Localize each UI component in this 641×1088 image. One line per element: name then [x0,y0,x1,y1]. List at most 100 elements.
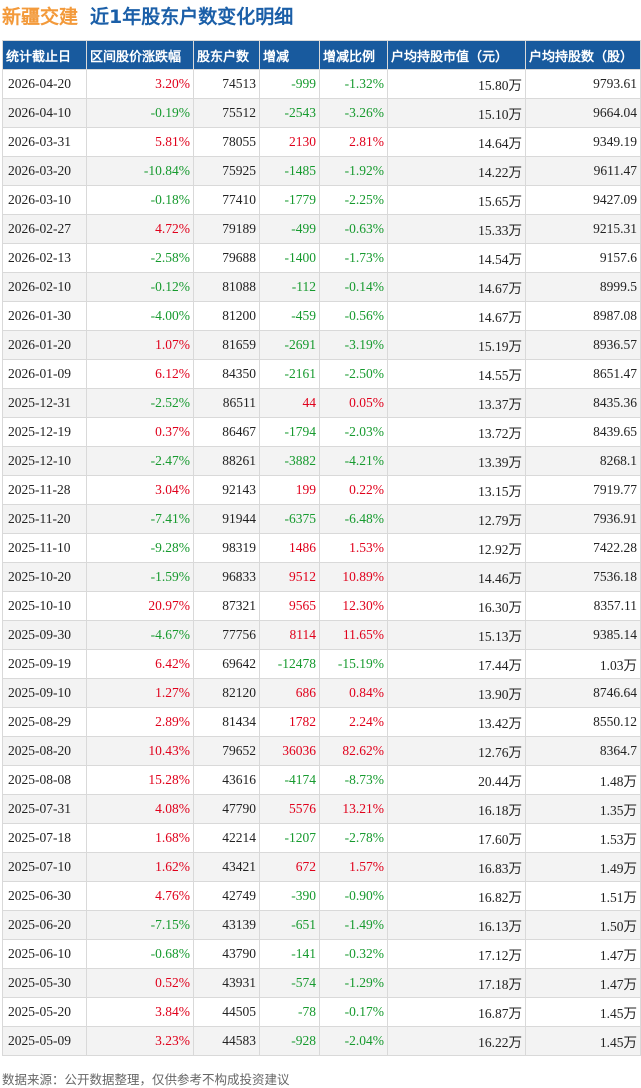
cell-ratio: -3.26% [319,98,388,128]
table-row: 2025-12-31 -2.52% 86511 44 0.05% 13.37万 8435.3… [2,388,641,418]
cell-avg-shares: 8435.36 [525,388,641,418]
cell-holders: 44505 [193,997,260,1027]
cell-date: 2025-05-30 [2,968,87,998]
cell-price-change: -10.84% [86,156,194,186]
cell-ratio: 1.53% [319,533,388,563]
cell-price-change: -0.19% [86,98,194,128]
table-row: 2025-11-10 -9.28% 98319 1486 1.53% 12.92万 7422… [2,533,641,563]
table-row: 2025-11-20 -7.41% 91944 -6375 -6.48% 12.79万 79… [2,504,641,534]
cell-date: 2025-05-20 [2,997,87,1027]
cell-ratio: 12.30% [319,591,388,621]
cell-ratio: -0.32% [319,939,388,969]
cell-avg-shares: 7422.28 [525,533,641,563]
table-row: 2025-09-30 -4.67% 77756 8114 11.65% 15.13万 938… [2,620,641,650]
cell-price-change: 1.07% [86,330,194,360]
column-header-avg-value: 户均持股市值（元） [387,40,526,70]
cell-avg-shares: 8651.47 [525,359,641,389]
cell-date: 2025-08-29 [2,707,87,737]
cell-delta: -651 [259,910,320,940]
cell-avg-value: 13.90万 [387,678,526,708]
title-bar: 新疆交建 近1年股东户数变化明细 [0,0,641,30]
cell-avg-value: 12.76万 [387,736,526,766]
cell-ratio: 82.62% [319,736,388,766]
cell-price-change: -2.52% [86,388,194,418]
cell-avg-shares: 9664.04 [525,98,641,128]
table-row: 2026-04-10 -0.19% 75512 -2543 -3.26% 15.10万 96… [2,98,641,128]
cell-price-change: -0.68% [86,939,194,969]
cell-price-change: 3.20% [86,69,194,99]
cell-date: 2026-01-20 [2,330,87,360]
cell-ratio: -6.48% [319,504,388,534]
cell-avg-value: 16.18万 [387,794,526,824]
cell-delta: -999 [259,69,320,99]
table-row: 2025-07-31 4.08% 47790 5576 13.21% 16.18万 1.35… [2,794,641,824]
cell-avg-shares: 1.49万 [525,852,641,882]
cell-avg-value: 14.64万 [387,127,526,157]
cell-avg-value: 15.80万 [387,69,526,99]
cell-holders: 81659 [193,330,260,360]
table-row: 2025-08-08 15.28% 43616 -4174 -8.73% 20.44万 1.… [2,765,641,795]
cell-ratio: 0.05% [319,388,388,418]
cell-date: 2025-12-19 [2,417,87,447]
cell-holders: 79189 [193,214,260,244]
footer-source: 数据来源：公开数据整理，仅供参考不构成投资建议 [2,1072,290,1087]
cell-price-change: 3.23% [86,1026,194,1056]
cell-date: 2026-02-13 [2,243,87,273]
cell-avg-value: 20.44万 [387,765,526,795]
cell-avg-value: 13.15万 [387,475,526,505]
cell-holders: 42214 [193,823,260,853]
cell-delta: -1400 [259,243,320,273]
cell-ratio: -0.56% [319,301,388,331]
cell-date: 2025-06-20 [2,910,87,940]
cell-holders: 43790 [193,939,260,969]
cell-delta: -2161 [259,359,320,389]
cell-price-change: 5.81% [86,127,194,157]
cell-delta: -459 [259,301,320,331]
cell-delta: 199 [259,475,320,505]
cell-holders: 82120 [193,678,260,708]
cell-date: 2025-09-30 [2,620,87,650]
cell-delta: -928 [259,1026,320,1056]
cell-date: 2025-07-18 [2,823,87,853]
cell-holders: 77410 [193,185,260,215]
cell-date: 2025-07-10 [2,852,87,882]
cell-ratio: -0.14% [319,272,388,302]
cell-avg-value: 17.44万 [387,649,526,679]
cell-avg-value: 13.39万 [387,446,526,476]
cell-date: 2026-03-20 [2,156,87,186]
cell-avg-value: 13.42万 [387,707,526,737]
cell-avg-shares: 9215.31 [525,214,641,244]
cell-delta: -1794 [259,417,320,447]
cell-ratio: -1.49% [319,910,388,940]
cell-delta: 1782 [259,707,320,737]
table-row: 2025-10-20 -1.59% 96833 9512 10.89% 14.46万 753… [2,562,641,592]
cell-avg-shares: 7919.77 [525,475,641,505]
cell-holders: 44583 [193,1026,260,1056]
table-row: 2025-12-10 -2.47% 88261 -3882 -4.21% 13.39万 82… [2,446,641,476]
table-row: 2025-10-10 20.97% 87321 9565 12.30% 16.30万 835… [2,591,641,621]
cell-ratio: -2.03% [319,417,388,447]
cell-price-change: -2.47% [86,446,194,476]
cell-avg-shares: 8439.65 [525,417,641,447]
cell-delta: -2691 [259,330,320,360]
cell-avg-shares: 1.45万 [525,997,641,1027]
column-header-avg-shares: 户均持股数（股） [525,40,641,70]
cell-avg-value: 15.10万 [387,98,526,128]
cell-avg-value: 16.82万 [387,881,526,911]
cell-avg-value: 15.19万 [387,330,526,360]
cell-delta: -6375 [259,504,320,534]
cell-avg-shares: 1.45万 [525,1026,641,1056]
cell-delta: -4174 [259,765,320,795]
cell-price-change: 3.04% [86,475,194,505]
cell-price-change: 15.28% [86,765,194,795]
cell-holders: 75512 [193,98,260,128]
cell-price-change: 3.84% [86,997,194,1027]
table-row: 2026-02-27 4.72% 79189 -499 -0.63% 15.33万 9215… [2,214,641,244]
cell-delta: -112 [259,272,320,302]
page-title: 近1年股东户数变化明细 [90,6,294,28]
cell-ratio: 10.89% [319,562,388,592]
column-header-holders: 股东户数 [193,40,260,70]
table-row: 2025-05-30 0.52% 43931 -574 -1.29% 17.18万 1.47… [2,968,641,998]
cell-avg-shares: 8746.64 [525,678,641,708]
cell-avg-shares: 9611.47 [525,156,641,186]
